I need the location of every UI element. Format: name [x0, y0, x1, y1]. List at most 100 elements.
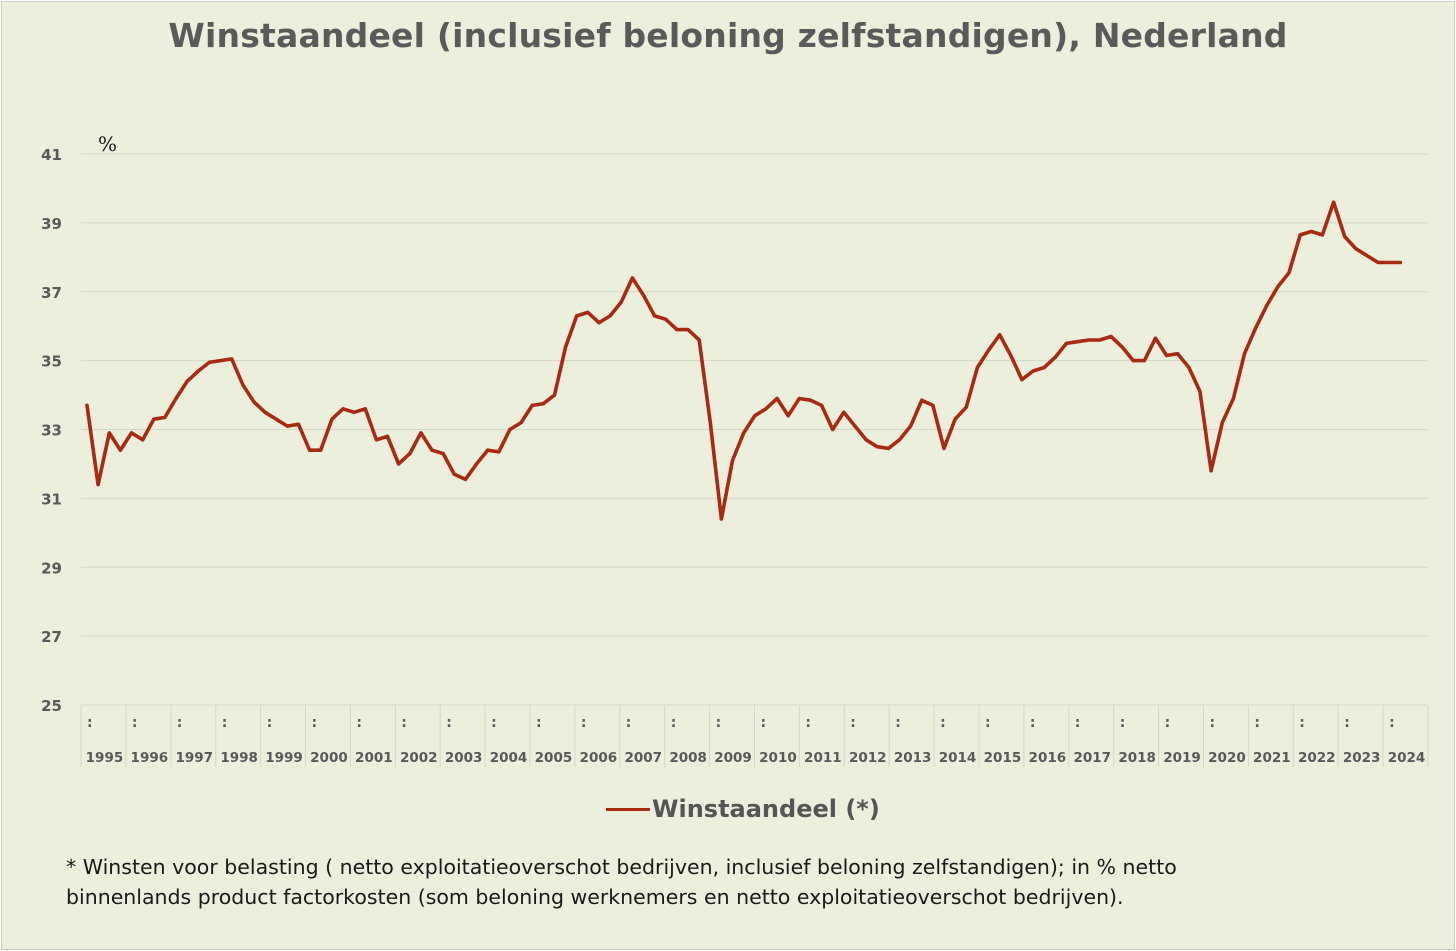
x-tick-label-2017: 2017: [1073, 750, 1111, 766]
x-tick-label-2023: 2023: [1343, 750, 1381, 766]
data-point: [808, 398, 813, 402]
data-point: [1153, 336, 1158, 340]
data-point: [1165, 353, 1169, 358]
data-point: [1142, 359, 1146, 363]
data-point: [1020, 378, 1024, 382]
data-point: [1053, 355, 1057, 359]
data-point: [1265, 303, 1269, 308]
footnote-line-2: binnenlands product factorkosten (som be…: [66, 885, 1124, 909]
x-quarter-marker: :: [491, 715, 497, 731]
x-tick-label-2002: 2002: [400, 750, 438, 766]
data-point: [953, 417, 957, 421]
data-point: [1176, 352, 1180, 356]
x-tick-label-2024: 2024: [1388, 750, 1426, 766]
data-point: [730, 458, 735, 463]
data-point: [486, 448, 490, 452]
x-quarter-marker: :: [87, 715, 93, 731]
x-tick-label-2004: 2004: [490, 750, 528, 766]
data-point: [1064, 341, 1068, 345]
data-point: [363, 407, 367, 411]
data-point: [820, 403, 824, 407]
data-point: [385, 434, 390, 438]
data-point: [330, 417, 334, 421]
x-tick-label-2006: 2006: [580, 750, 618, 766]
x-quarter-marker: :: [1165, 715, 1171, 731]
x-quarter-marker: :: [401, 715, 407, 731]
data-point: [296, 422, 301, 426]
data-point: [475, 462, 479, 466]
data-point: [541, 402, 545, 406]
x-quarter-marker: :: [581, 715, 587, 731]
data-point: [886, 446, 891, 450]
data-point: [530, 403, 534, 407]
data-point: [1076, 340, 1080, 344]
y-axis-unit-label: %: [98, 132, 117, 156]
data-point: [1109, 334, 1113, 339]
x-tick-label-2008: 2008: [669, 750, 707, 766]
y-tick-label-39: 39: [41, 215, 62, 233]
data-point: [452, 472, 456, 476]
data-point: [764, 407, 768, 411]
x-quarter-marker: :: [132, 715, 138, 731]
x-tick-label-2013: 2013: [894, 750, 932, 766]
x-quarter-marker: :: [1299, 715, 1305, 731]
data-point: [664, 317, 668, 321]
data-point: [185, 379, 189, 383]
legend-swatch: [606, 807, 650, 811]
data-point: [497, 450, 501, 454]
data-point: [319, 448, 323, 452]
data-point: [1042, 365, 1046, 370]
data-point: [1254, 326, 1258, 330]
chart-title: Winstaandeel (inclusief beloning zelfsta…: [168, 16, 1288, 55]
data-point: [274, 417, 278, 421]
data-point: [441, 452, 445, 456]
x-tick-label-1999: 1999: [265, 750, 303, 766]
x-tick-label-1996: 1996: [131, 750, 169, 766]
data-point: [1087, 338, 1091, 342]
x-quarter-marker: :: [1030, 715, 1036, 731]
data-point: [831, 427, 835, 432]
data-point: [1332, 200, 1336, 204]
data-point: [308, 448, 312, 452]
x-quarter-marker: :: [446, 715, 452, 731]
x-quarter-marker: :: [626, 715, 632, 731]
x-tick-label-1995: 1995: [86, 750, 124, 766]
data-point: [1309, 229, 1313, 234]
data-point: [352, 410, 356, 414]
x-axis: : 1995: 1996: 1997: 1998: 1999: 2000: 2001: 2002…: [80, 704, 1429, 767]
data-point: [864, 438, 868, 442]
x-quarter-marker: :: [1075, 715, 1081, 731]
data-point: [597, 321, 601, 325]
data-point: [1031, 369, 1035, 373]
data-point: [797, 396, 801, 401]
data-point: [742, 431, 746, 435]
x-quarter-marker: :: [222, 715, 228, 731]
data-point: [630, 276, 635, 280]
x-tick-label-2020: 2020: [1208, 750, 1246, 766]
data-point: [575, 314, 579, 318]
x-tick-label-2016: 2016: [1029, 750, 1067, 766]
data-point: [608, 314, 612, 318]
data-point: [686, 328, 690, 332]
data-point: [552, 393, 557, 397]
data-point: [697, 338, 701, 342]
y-tick-label-27: 27: [41, 628, 62, 646]
data-point: [129, 431, 134, 435]
data-point: [230, 357, 234, 361]
x-quarter-marker: :: [536, 715, 542, 731]
data-point: [1365, 254, 1369, 258]
data-point: [1398, 260, 1402, 265]
data-points: [85, 200, 1402, 521]
data-point: [397, 462, 401, 466]
data-point: [875, 445, 879, 449]
y-tick-label-33: 33: [41, 422, 62, 440]
data-point: [1220, 421, 1224, 425]
y-tick-label-31: 31: [41, 490, 62, 508]
data-point: [118, 448, 122, 452]
data-point: [374, 438, 378, 442]
data-point: [419, 431, 423, 435]
x-tick-label-2022: 2022: [1298, 750, 1336, 766]
data-point: [786, 414, 790, 418]
x-quarter-marker: :: [940, 715, 946, 731]
x-quarter-marker: :: [1344, 715, 1350, 731]
